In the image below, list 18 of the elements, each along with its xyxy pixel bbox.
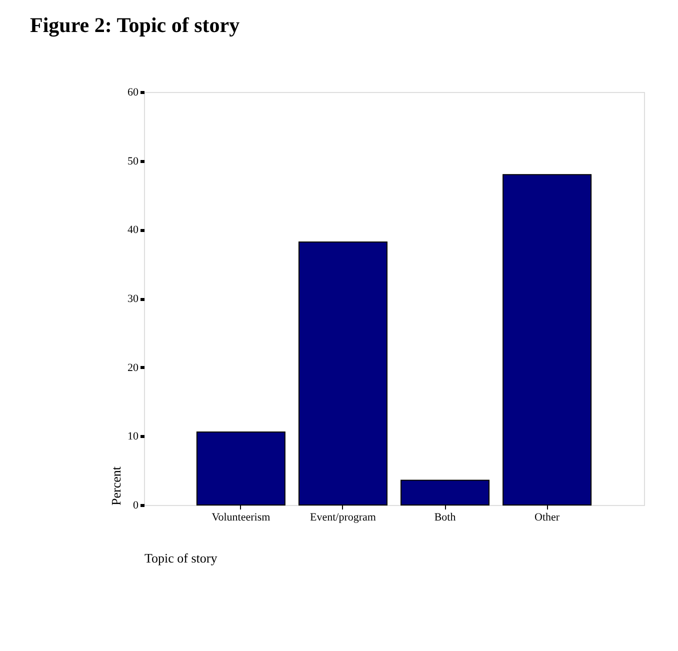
- y-tick-label: 0: [133, 500, 139, 512]
- chart-title: Figure 2: Topic of story: [30, 13, 240, 37]
- x-tick-label: Volunteerism: [212, 512, 271, 524]
- y-tick-label: 20: [128, 362, 139, 374]
- bar: [298, 242, 388, 506]
- y-axis-title: Percent: [108, 466, 124, 506]
- y-tick-label: 30: [128, 293, 139, 305]
- x-axis-title: Topic of story: [144, 550, 218, 566]
- y-tick-label: 40: [128, 224, 139, 236]
- bar: [400, 480, 490, 506]
- y-tick-label: 10: [128, 430, 139, 443]
- x-tick-label: Event/program: [310, 512, 376, 524]
- bar: [502, 174, 592, 506]
- x-tick-label: Other: [534, 512, 560, 524]
- bar: [196, 432, 286, 506]
- y-tick-label: 50: [128, 155, 139, 168]
- y-tick-label: 60: [128, 86, 139, 98]
- x-tick-label: Both: [434, 512, 456, 524]
